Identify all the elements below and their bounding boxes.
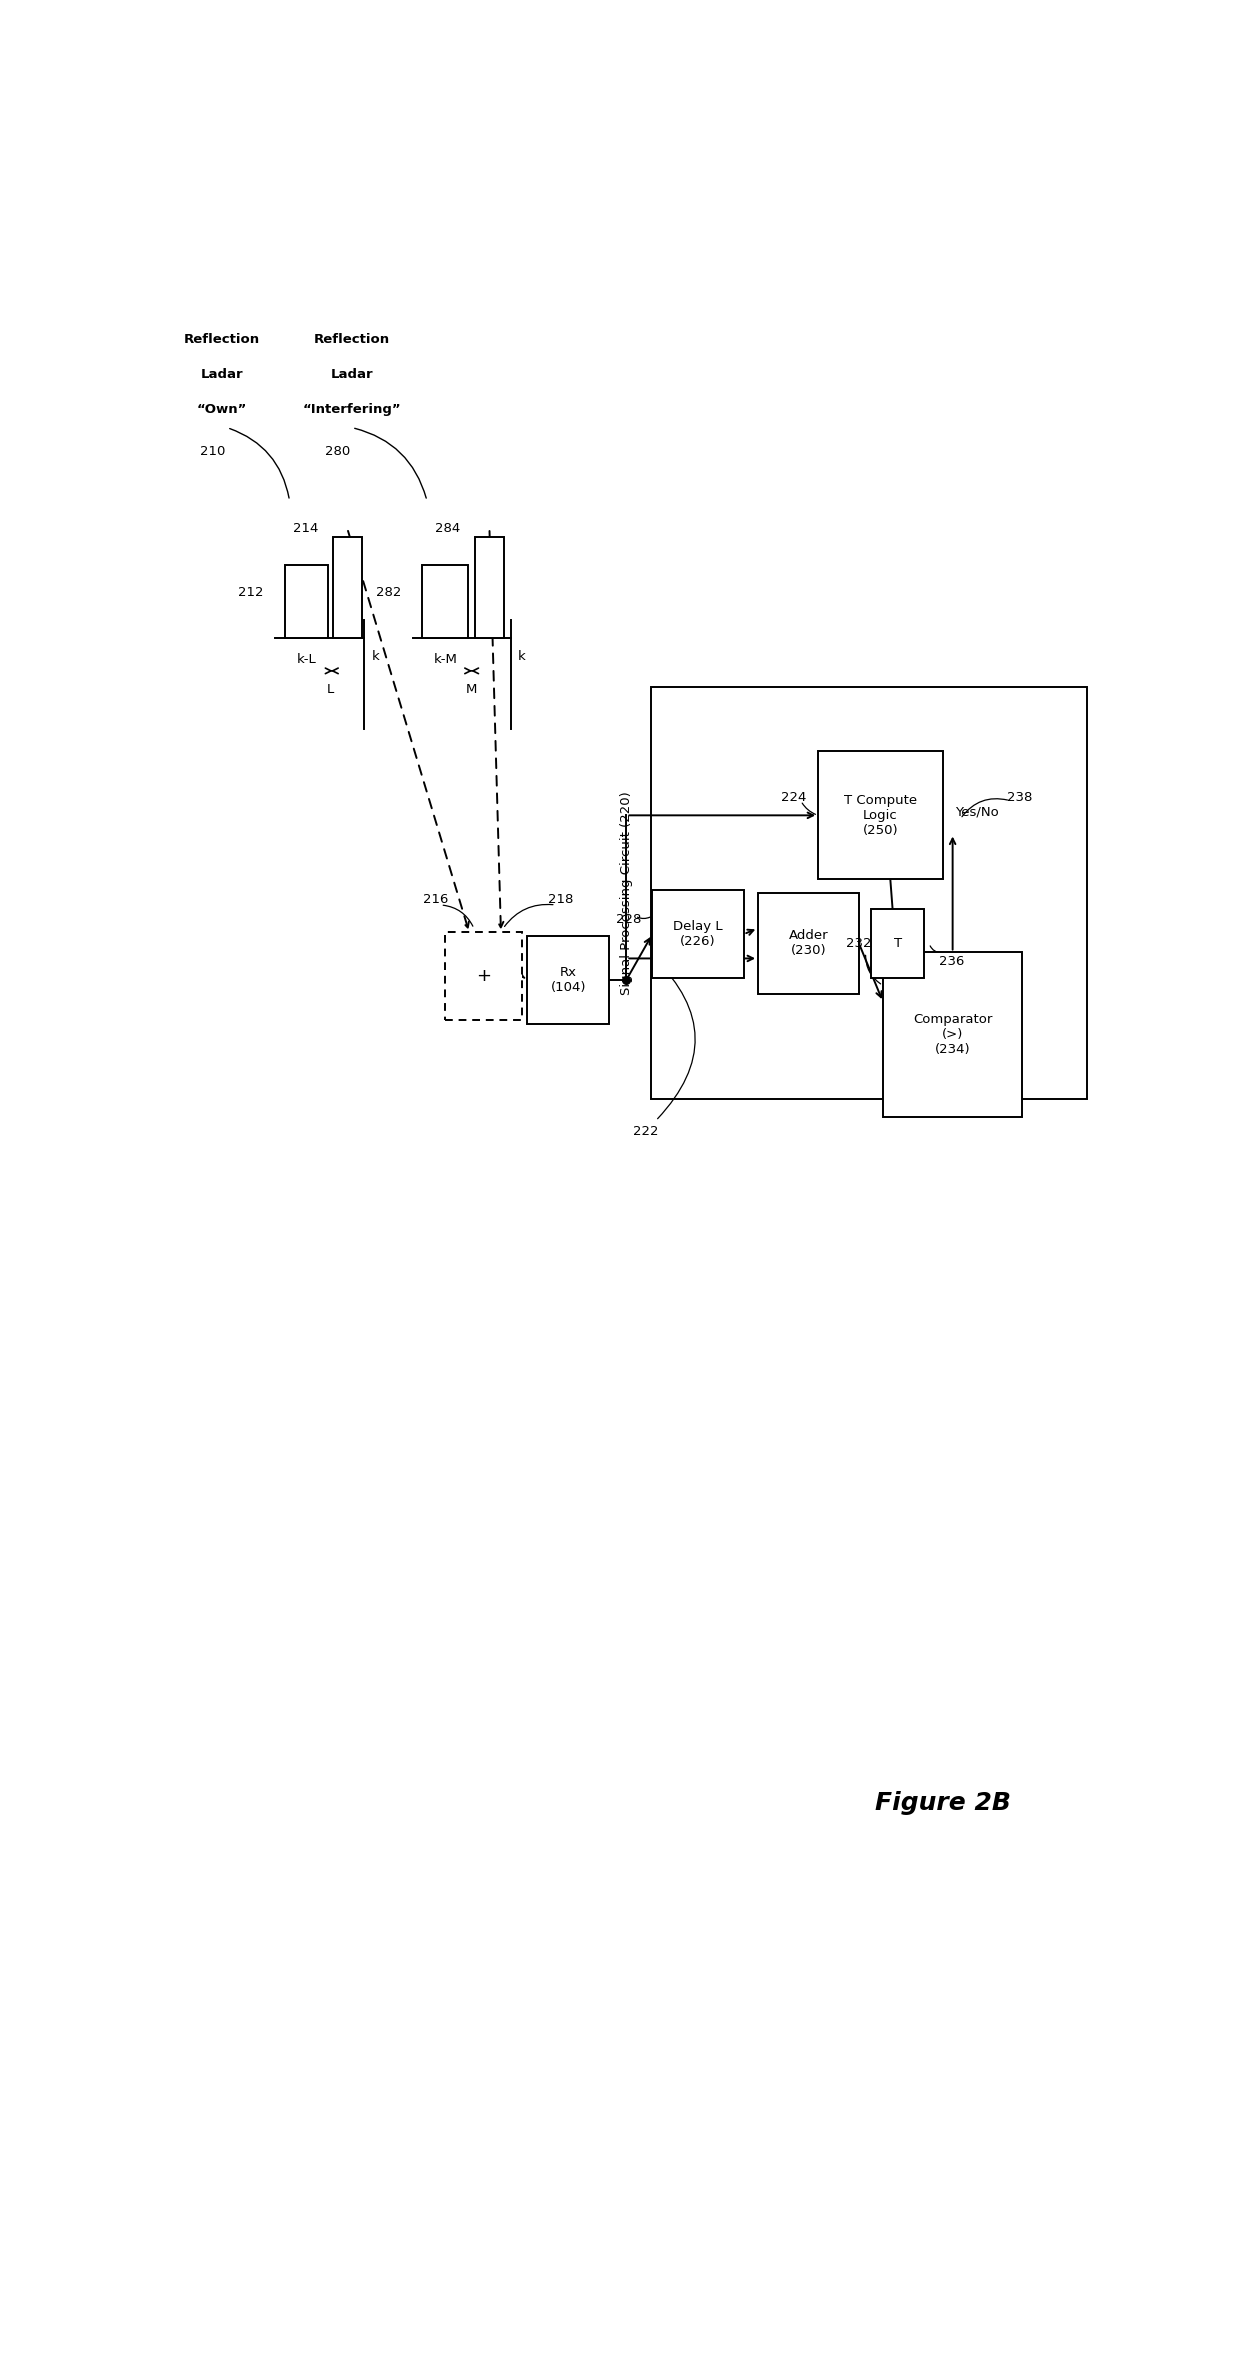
Text: k: k (518, 651, 526, 663)
Text: k-L: k-L (296, 653, 316, 667)
Text: 282: 282 (376, 587, 401, 598)
Text: k-M: k-M (433, 653, 458, 667)
Text: 218: 218 (548, 893, 573, 905)
Text: 210: 210 (200, 444, 226, 458)
Bar (422, 565, 469, 639)
FancyBboxPatch shape (758, 893, 859, 993)
FancyBboxPatch shape (651, 686, 1087, 1100)
Text: M: M (466, 682, 477, 696)
Text: Comparator
(>)
(234): Comparator (>) (234) (913, 1014, 992, 1057)
Text: Reflection: Reflection (314, 333, 391, 347)
Text: k: k (372, 651, 379, 663)
Text: Figure 2B: Figure 2B (875, 1791, 1011, 1814)
Text: L: L (327, 682, 334, 696)
Text: Delay L
(226): Delay L (226) (673, 919, 723, 948)
Text: Adder
(230): Adder (230) (789, 929, 828, 957)
Text: 222: 222 (634, 1126, 658, 1138)
FancyBboxPatch shape (883, 952, 1022, 1116)
FancyBboxPatch shape (652, 891, 744, 978)
FancyBboxPatch shape (445, 933, 522, 1021)
Text: T: T (894, 936, 901, 950)
Text: 216: 216 (423, 893, 449, 905)
Text: +: + (476, 967, 491, 986)
Text: Signal Processing Circuit (220): Signal Processing Circuit (220) (620, 791, 634, 995)
Text: 212: 212 (238, 587, 264, 598)
Text: “Interfering”: “Interfering” (303, 404, 402, 416)
Text: T Compute
Logic
(250): T Compute Logic (250) (844, 793, 918, 836)
Text: 232: 232 (846, 936, 872, 950)
Text: 280: 280 (325, 444, 350, 458)
Text: 238: 238 (1007, 791, 1033, 803)
Text: “Own”: “Own” (197, 404, 248, 416)
FancyBboxPatch shape (527, 936, 609, 1024)
FancyBboxPatch shape (872, 910, 924, 978)
Text: Yes/No: Yes/No (955, 805, 998, 817)
Text: 284: 284 (435, 522, 460, 534)
Text: 228: 228 (615, 912, 641, 926)
Bar (332, 537, 362, 639)
Text: Reflection: Reflection (185, 333, 260, 347)
FancyBboxPatch shape (818, 750, 942, 879)
Text: Ladar: Ladar (201, 368, 243, 380)
Text: Ladar: Ladar (331, 368, 373, 380)
Text: 214: 214 (293, 522, 319, 534)
Text: 224: 224 (781, 791, 807, 803)
Text: 236: 236 (939, 955, 963, 969)
Text: Rx
(104): Rx (104) (551, 967, 587, 993)
Bar (285, 565, 327, 639)
Bar (475, 537, 503, 639)
